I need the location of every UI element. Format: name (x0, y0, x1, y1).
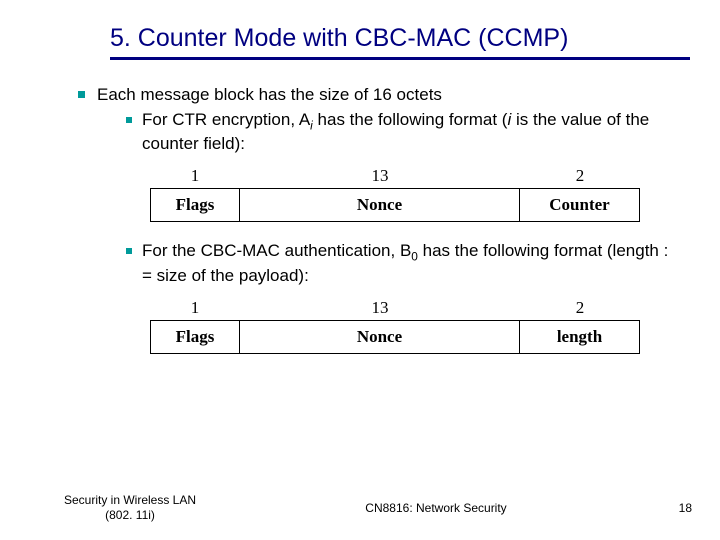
col-width-counter: 2 (520, 166, 640, 188)
bullet-level2-a: For CTR encryption, Ai has the following… (126, 109, 670, 156)
slide: 5. Counter Mode with CBC-MAC (CCMP) Each… (0, 0, 720, 540)
bullet-square-icon (78, 91, 85, 98)
cell-nonce: Nonce (240, 320, 520, 354)
bullet-level1: Each message block has the size of 16 oc… (78, 84, 690, 107)
cell-length: length (520, 320, 640, 354)
bullet-level2-b: For the CBC-MAC authentication, B0 has t… (126, 240, 670, 287)
footer-left-line2: (802. 11i) (105, 508, 155, 522)
text-fragment: has the following format ( (313, 110, 508, 129)
col-width-length: 2 (520, 298, 640, 320)
slide-title: 5. Counter Mode with CBC-MAC (CCMP) (110, 24, 690, 53)
table-header-row: 1 13 2 (150, 298, 690, 320)
col-width-flags: 1 (150, 298, 240, 320)
bullet-square-icon (126, 248, 132, 254)
slide-footer: Security in Wireless LAN (802. 11i) CN88… (0, 493, 720, 524)
footer-left: Security in Wireless LAN (802. 11i) (0, 493, 260, 524)
table-header-row: 1 13 2 (150, 166, 690, 188)
cell-nonce: Nonce (240, 188, 520, 222)
cell-counter: Counter (520, 188, 640, 222)
subscript: 0 (411, 250, 418, 264)
bullet-square-icon (126, 117, 132, 123)
cell-flags: Flags (150, 188, 240, 222)
cell-flags: Flags (150, 320, 240, 354)
footer-center: CN8816: Network Security (260, 501, 612, 515)
col-width-nonce: 13 (240, 166, 520, 188)
ctr-format-table: 1 13 2 Flags Nonce Counter (150, 166, 690, 222)
col-width-nonce: 13 (240, 298, 520, 320)
footer-left-line1: Security in Wireless LAN (64, 493, 196, 507)
bullet-l1-text: Each message block has the size of 16 oc… (97, 84, 442, 107)
bullet-l2a-text: For CTR encryption, Ai has the following… (142, 109, 670, 156)
table-label-row: Flags Nonce Counter (150, 188, 690, 222)
text-fragment: For the CBC-MAC authentication, B (142, 241, 411, 260)
bullet-l2b-text: For the CBC-MAC authentication, B0 has t… (142, 240, 670, 287)
cbcmac-format-table: 1 13 2 Flags Nonce length (150, 298, 690, 354)
title-rule (110, 57, 690, 60)
table-label-row: Flags Nonce length (150, 320, 690, 354)
col-width-flags: 1 (150, 166, 240, 188)
footer-page-number: 18 (612, 501, 720, 515)
text-fragment: For CTR encryption, A (142, 110, 310, 129)
